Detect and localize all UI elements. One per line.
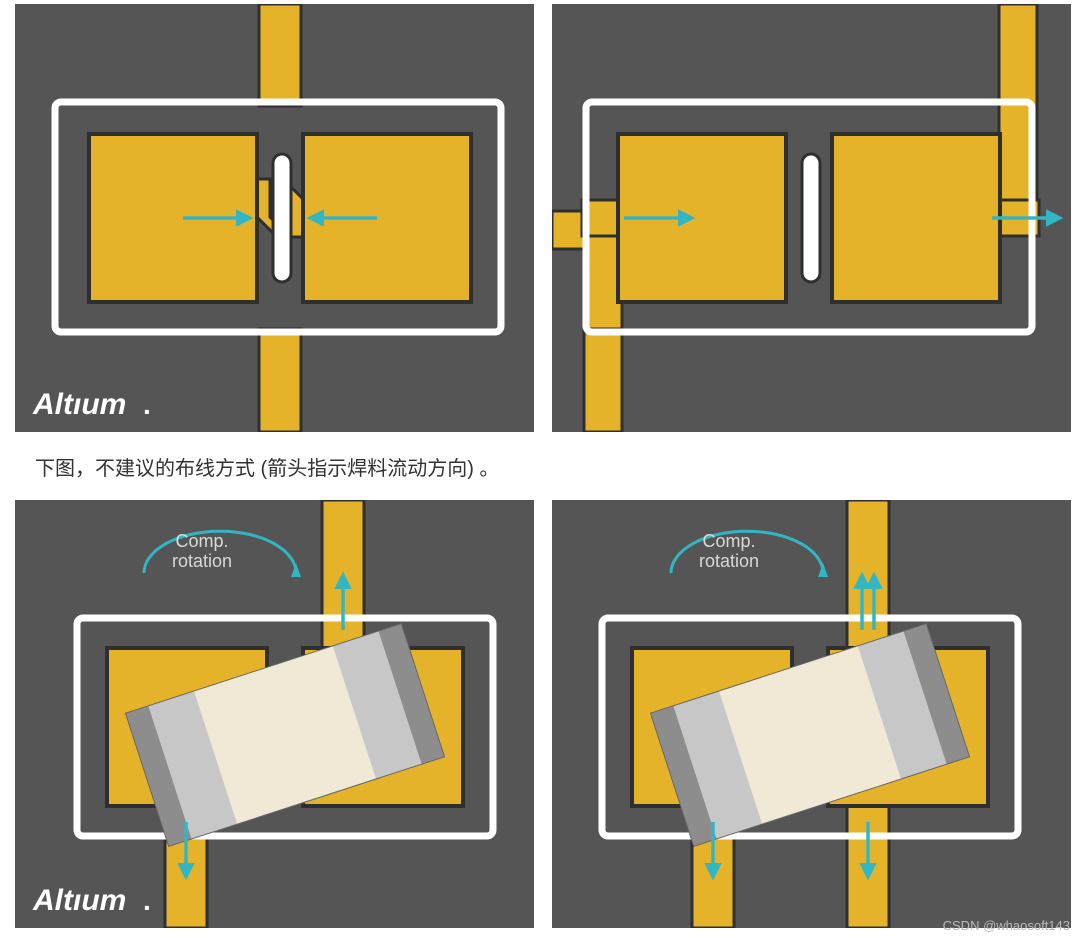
diagram-panel-top_right: [552, 4, 1071, 432]
svg-text:rotation: rotation: [699, 551, 759, 571]
svg-text:.: .: [143, 389, 151, 420]
altium-logo: Altıum: [32, 884, 126, 917]
svg-text:Comp.: Comp.: [702, 531, 755, 551]
svg-text:rotation: rotation: [172, 551, 232, 571]
svg-text:Comp.: Comp.: [175, 531, 228, 551]
watermark-text: CSDN @whaosoft143: [943, 918, 1070, 933]
svg-text:.: .: [143, 885, 151, 916]
diagram-panel-top_left: Altıum.: [15, 4, 534, 432]
diagram-panel-bottom_left: Comp.rotation Altıum.: [15, 500, 534, 928]
caption-text: 下图，不建议的布线方式 (箭头指示焊料流动方向) 。: [35, 452, 499, 481]
altium-logo: Altıum: [32, 388, 126, 421]
diagram-panel-bottom_right: Comp.rotation: [552, 500, 1071, 928]
